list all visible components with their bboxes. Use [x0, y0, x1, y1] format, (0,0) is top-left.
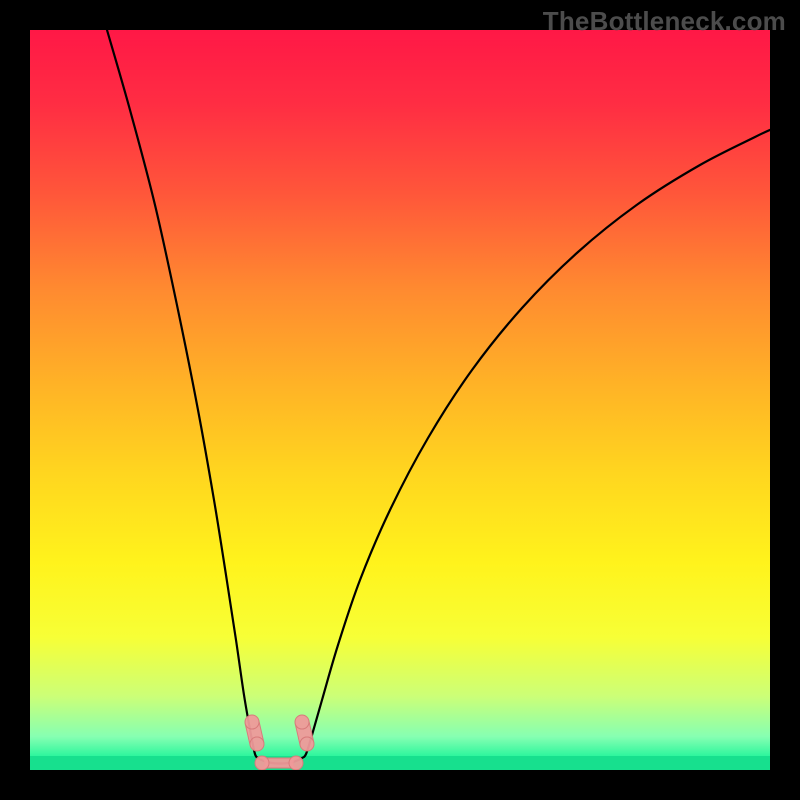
chart-background	[30, 30, 770, 770]
marker-dot	[245, 715, 259, 729]
marker-dot	[250, 737, 264, 751]
marker-dot	[289, 756, 303, 770]
marker-dot	[295, 715, 309, 729]
chart-frame: TheBottleneck.com	[0, 0, 800, 800]
bottleneck-chart	[0, 0, 800, 800]
green-band	[30, 756, 770, 770]
marker-dot	[255, 756, 269, 770]
marker-dot	[300, 737, 314, 751]
